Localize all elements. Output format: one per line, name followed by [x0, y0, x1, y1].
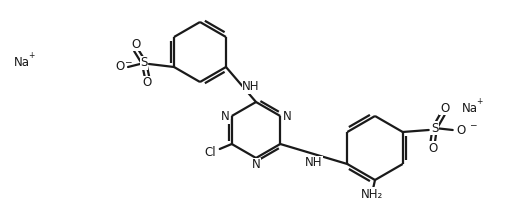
- Text: Na: Na: [14, 56, 30, 68]
- Text: O: O: [142, 76, 152, 89]
- Text: O: O: [115, 60, 124, 74]
- Text: N: N: [251, 159, 261, 171]
- Text: O: O: [440, 101, 450, 114]
- Text: Cl: Cl: [204, 145, 216, 159]
- Text: S: S: [431, 122, 438, 134]
- Text: N: N: [283, 111, 292, 124]
- Text: S: S: [140, 56, 147, 70]
- Text: NH: NH: [305, 157, 323, 169]
- Text: −: −: [124, 58, 132, 66]
- Text: +: +: [476, 97, 482, 107]
- Text: O: O: [428, 142, 437, 155]
- Text: Na: Na: [462, 101, 478, 114]
- Text: O: O: [456, 124, 465, 136]
- Text: +: +: [28, 52, 34, 60]
- Text: −: −: [468, 120, 476, 130]
- Text: O: O: [132, 37, 141, 50]
- Text: NH₂: NH₂: [361, 188, 383, 200]
- Text: N: N: [220, 111, 229, 124]
- Text: NH: NH: [242, 80, 260, 93]
